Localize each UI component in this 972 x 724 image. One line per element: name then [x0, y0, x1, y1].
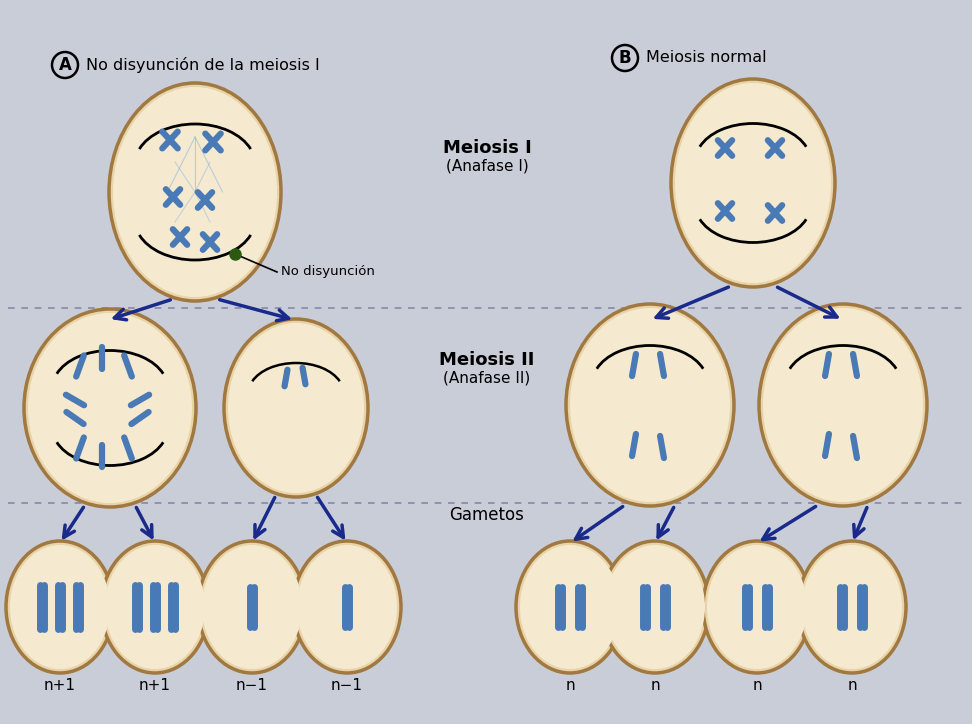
Ellipse shape: [516, 541, 624, 673]
Ellipse shape: [28, 313, 192, 503]
Text: B: B: [619, 49, 631, 67]
Ellipse shape: [101, 541, 209, 673]
Text: n+1: n+1: [139, 678, 171, 694]
Ellipse shape: [759, 304, 927, 506]
Ellipse shape: [566, 304, 734, 506]
Ellipse shape: [228, 323, 364, 493]
Ellipse shape: [224, 319, 368, 497]
Ellipse shape: [763, 308, 923, 502]
Text: No disyunción: No disyunción: [281, 266, 375, 279]
Ellipse shape: [520, 545, 620, 669]
Text: n+1: n+1: [44, 678, 76, 694]
Text: n−1: n−1: [331, 678, 363, 694]
Text: Meiosis II: Meiosis II: [439, 351, 535, 369]
Text: Meiosis normal: Meiosis normal: [646, 51, 767, 65]
Text: n: n: [565, 678, 574, 694]
Ellipse shape: [707, 545, 807, 669]
Ellipse shape: [601, 541, 709, 673]
Ellipse shape: [671, 79, 835, 287]
Ellipse shape: [10, 545, 110, 669]
Ellipse shape: [202, 545, 302, 669]
Text: n: n: [752, 678, 762, 694]
Ellipse shape: [802, 545, 902, 669]
Text: (Anafase II): (Anafase II): [443, 371, 531, 385]
Text: n: n: [848, 678, 856, 694]
Ellipse shape: [293, 541, 401, 673]
Ellipse shape: [675, 83, 831, 283]
Text: n−1: n−1: [236, 678, 268, 694]
Text: Gametos: Gametos: [450, 506, 525, 524]
Text: (Anafase I): (Anafase I): [445, 159, 529, 174]
Ellipse shape: [105, 545, 205, 669]
Ellipse shape: [297, 545, 397, 669]
Ellipse shape: [109, 83, 281, 301]
Ellipse shape: [113, 87, 277, 297]
Text: n: n: [650, 678, 660, 694]
Ellipse shape: [24, 309, 196, 507]
Ellipse shape: [198, 541, 306, 673]
Ellipse shape: [703, 541, 811, 673]
Ellipse shape: [605, 545, 705, 669]
Text: A: A: [58, 56, 71, 74]
Ellipse shape: [570, 308, 730, 502]
Ellipse shape: [6, 541, 114, 673]
Ellipse shape: [798, 541, 906, 673]
Text: Meiosis I: Meiosis I: [442, 139, 532, 157]
Text: No disyunción de la meiosis I: No disyunción de la meiosis I: [86, 57, 320, 73]
